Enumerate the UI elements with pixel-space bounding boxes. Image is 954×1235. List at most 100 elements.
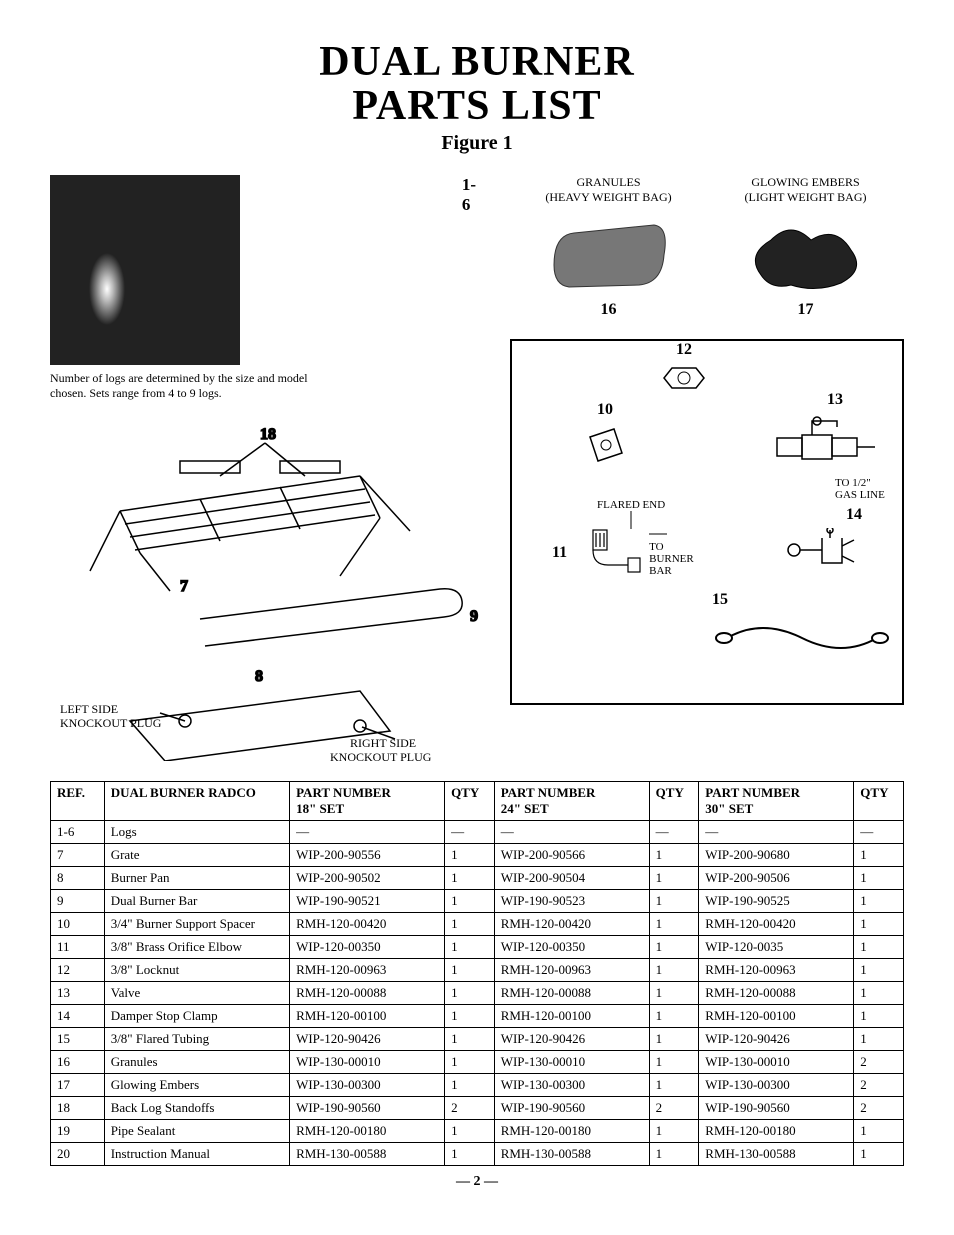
table-row: 17Glowing EmbersWIP-130-003001WIP-130-00… (51, 1074, 904, 1097)
table-cell: 2 (854, 1074, 904, 1097)
table-cell: 1 (649, 913, 699, 936)
table-cell: 20 (51, 1143, 105, 1166)
table-cell: Instruction Manual (104, 1143, 289, 1166)
table-cell: WIP-120-90426 (290, 1028, 445, 1051)
table-cell: 1 (854, 1143, 904, 1166)
logs-photo (50, 175, 240, 365)
table-cell: Granules (104, 1051, 289, 1074)
table-cell: 3/8" Locknut (104, 959, 289, 982)
th-qty24: QTY (649, 782, 699, 821)
table-cell: RMH-130-00588 (494, 1143, 649, 1166)
table-cell: 11 (51, 936, 105, 959)
granules-label: GRANULES (576, 175, 640, 190)
table-cell: 14 (51, 1005, 105, 1028)
table-cell: 8 (51, 867, 105, 890)
photo-caption: Number of logs are determined by the siz… (50, 371, 322, 401)
table-row: 19Pipe SealantRMH-120-001801RMH-120-0018… (51, 1120, 904, 1143)
table-cell: RMH-120-00963 (290, 959, 445, 982)
table-row: 103/4" Burner Support SpacerRMH-120-0042… (51, 913, 904, 936)
table-cell: RMH-120-00100 (290, 1005, 445, 1028)
table-cell: WIP-120-00350 (494, 936, 649, 959)
th-pn30: PART NUMBER30" SET (699, 782, 854, 821)
table-cell: 1 (854, 1120, 904, 1143)
table-cell: 1 (649, 867, 699, 890)
table-cell: — (649, 821, 699, 844)
table-cell: 7 (51, 844, 105, 867)
table-cell: Damper Stop Clamp (104, 1005, 289, 1028)
tubing-icon (712, 613, 892, 663)
table-cell: — (290, 821, 445, 844)
table-cell: RMH-130-00588 (699, 1143, 854, 1166)
table-cell: RMH-120-00420 (494, 913, 649, 936)
svg-text:LEFT SIDE: LEFT SIDE (60, 702, 118, 716)
table-cell: WIP-200-90680 (699, 844, 854, 867)
table-cell: 1 (445, 1005, 495, 1028)
embers-ref: 17 (798, 301, 814, 319)
locknut-icon (662, 363, 706, 393)
parts-table: REF. DUAL BURNER RADCO PART NUMBER18" SE… (50, 781, 904, 1166)
table-cell: 1 (854, 936, 904, 959)
bags-row: GRANULES (HEAVY WEIGHT BAG) 16 GLOWING E… (510, 175, 904, 319)
table-cell: 13 (51, 982, 105, 1005)
table-cell: 10 (51, 913, 105, 936)
granules-icon (544, 215, 674, 295)
th-qty18: QTY (445, 782, 495, 821)
table-cell: WIP-200-90566 (494, 844, 649, 867)
table-cell: 1 (445, 867, 495, 890)
table-cell: RMH-120-00088 (290, 982, 445, 1005)
table-cell: WIP-200-90504 (494, 867, 649, 890)
table-cell: — (445, 821, 495, 844)
page-number: — 2 — (50, 1174, 904, 1190)
table-cell: WIP-130-00010 (699, 1051, 854, 1074)
granules-sublabel: (HEAVY WEIGHT BAG) (545, 190, 671, 205)
table-cell: 1 (854, 844, 904, 867)
table-cell: WIP-200-90502 (290, 867, 445, 890)
table-cell: Valve (104, 982, 289, 1005)
svg-text:KNOCKOUT PLUG: KNOCKOUT PLUG (330, 750, 432, 761)
table-cell: WIP-120-90426 (494, 1028, 649, 1051)
table-cell: 1 (649, 1143, 699, 1166)
table-cell: 9 (51, 890, 105, 913)
table-cell: 18 (51, 1097, 105, 1120)
table-row: 9Dual Burner BarWIP-190-905211WIP-190-90… (51, 890, 904, 913)
table-cell: — (854, 821, 904, 844)
table-cell: 17 (51, 1074, 105, 1097)
table-cell: Glowing Embers (104, 1074, 289, 1097)
elbow-icon (573, 525, 643, 580)
table-cell: WIP-190-90525 (699, 890, 854, 913)
callout-18: 18 (260, 426, 276, 443)
table-row: 8Burner PanWIP-200-905021WIP-200-905041W… (51, 867, 904, 890)
table-cell: 1 (445, 1120, 495, 1143)
spacer-icon (582, 423, 628, 469)
table-cell: 1 (854, 913, 904, 936)
table-cell: 1 (445, 959, 495, 982)
table-cell: WIP-200-90506 (699, 867, 854, 890)
table-cell: Grate (104, 844, 289, 867)
clamp-icon (782, 528, 862, 573)
table-cell: WIP-130-00300 (494, 1074, 649, 1097)
table-cell: Pipe Sealant (104, 1120, 289, 1143)
table-cell: 1-6 (51, 821, 105, 844)
table-cell: 1 (445, 913, 495, 936)
svg-text:8: 8 (255, 668, 263, 685)
table-cell: WIP-190-90560 (494, 1097, 649, 1120)
th-ref: REF. (51, 782, 105, 821)
table-cell: 1 (445, 1051, 495, 1074)
granules-ref: 16 (601, 301, 617, 319)
table-cell: 1 (445, 890, 495, 913)
table-row: 16GranulesWIP-130-000101WIP-130-000101WI… (51, 1051, 904, 1074)
table-cell: WIP-190-90560 (699, 1097, 854, 1120)
table-cell: 1 (445, 844, 495, 867)
table-cell: 3/8" Brass Orifice Elbow (104, 936, 289, 959)
table-cell: 1 (649, 1028, 699, 1051)
table-cell: 1 (445, 1074, 495, 1097)
figure-label: Figure 1 (50, 132, 904, 155)
table-cell: WIP-130-00010 (494, 1051, 649, 1074)
table-cell: RMH-120-00963 (699, 959, 854, 982)
table-cell: 3/8" Flared Tubing (104, 1028, 289, 1051)
table-cell: WIP-120-0035 (699, 936, 854, 959)
table-cell: RMH-120-00088 (494, 982, 649, 1005)
table-cell: WIP-190-90523 (494, 890, 649, 913)
embers-label: GLOWING EMBERS (751, 175, 859, 190)
table-cell: 1 (649, 1005, 699, 1028)
